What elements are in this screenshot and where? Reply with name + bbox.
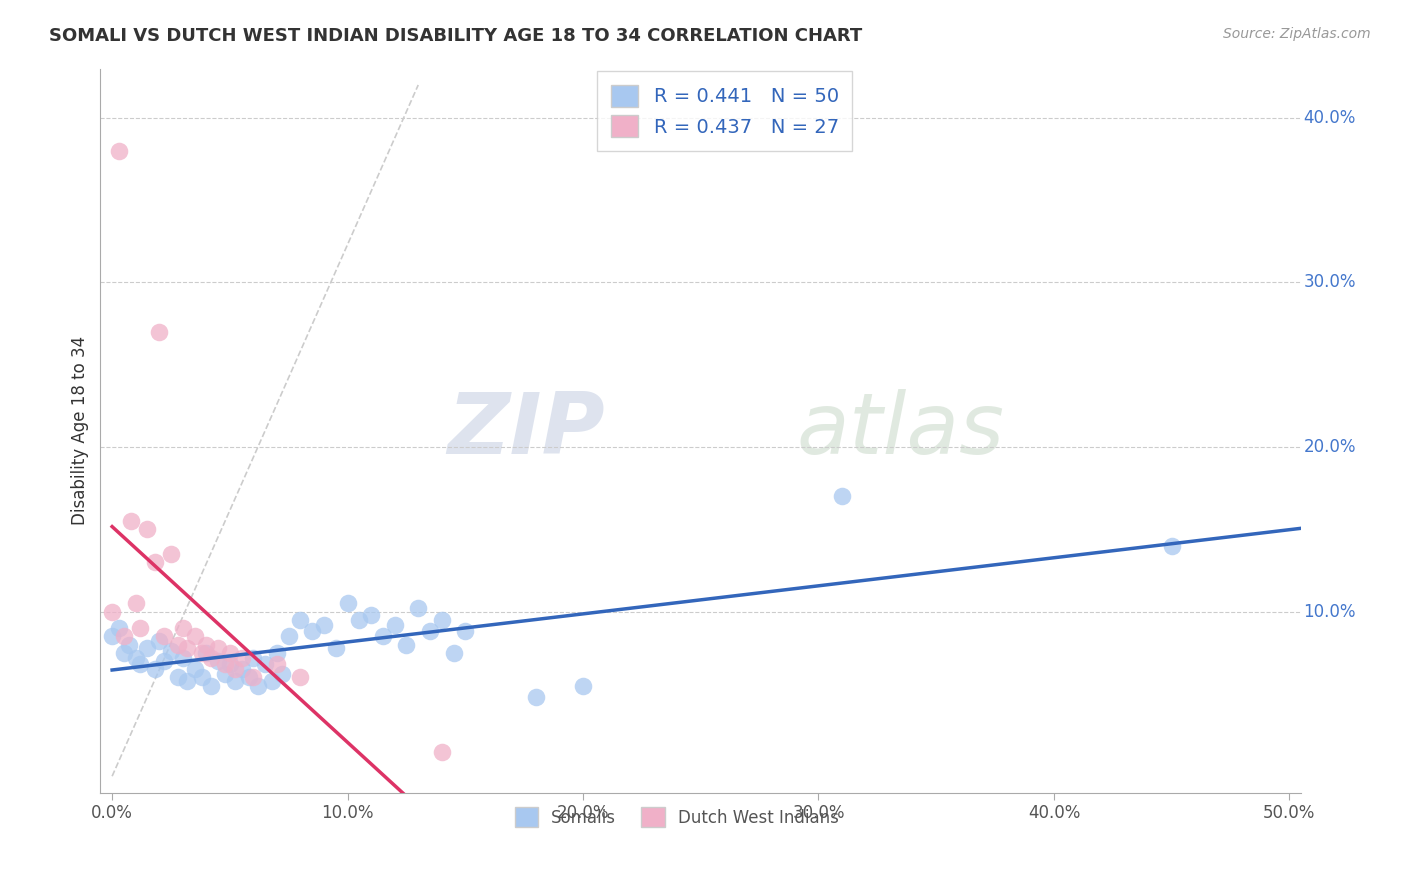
Point <box>301 624 323 639</box>
Point <box>195 638 218 652</box>
Y-axis label: Disability Age 18 to 34: Disability Age 18 to 34 <box>72 336 89 525</box>
Point <box>231 650 253 665</box>
Point <box>101 605 124 619</box>
Point <box>112 629 135 643</box>
Point <box>218 657 240 672</box>
Text: 40.0%: 40.0% <box>1303 109 1355 127</box>
Text: atlas: atlas <box>797 389 1005 472</box>
Point <box>200 679 222 693</box>
Point <box>143 662 166 676</box>
Point <box>524 690 547 705</box>
Text: 30.0%: 30.0% <box>1303 274 1355 292</box>
Point <box>231 662 253 676</box>
Point <box>395 638 418 652</box>
Point <box>136 640 159 655</box>
Point <box>419 624 441 639</box>
Point <box>190 670 212 684</box>
Point <box>172 650 194 665</box>
Point <box>242 650 264 665</box>
Point <box>129 657 152 672</box>
Point <box>214 657 236 672</box>
Point <box>454 624 477 639</box>
Text: Source: ZipAtlas.com: Source: ZipAtlas.com <box>1223 27 1371 41</box>
Point <box>120 514 142 528</box>
Point <box>101 629 124 643</box>
Point <box>290 613 312 627</box>
Point <box>277 629 299 643</box>
Point <box>190 646 212 660</box>
Point <box>270 667 292 681</box>
Point <box>336 596 359 610</box>
Point <box>117 638 139 652</box>
Point <box>224 662 246 676</box>
Point <box>195 646 218 660</box>
Point <box>112 646 135 660</box>
Point <box>312 617 335 632</box>
Point <box>124 650 146 665</box>
Point <box>183 662 205 676</box>
Point <box>247 679 270 693</box>
Point <box>148 325 170 339</box>
Point <box>108 621 131 635</box>
Point <box>129 621 152 635</box>
Point <box>266 646 288 660</box>
Point <box>325 640 347 655</box>
Point <box>207 640 229 655</box>
Point <box>167 670 190 684</box>
Point <box>108 144 131 158</box>
Point <box>430 745 453 759</box>
Point <box>172 621 194 635</box>
Point <box>360 607 382 622</box>
Point <box>176 673 198 688</box>
Point <box>218 646 240 660</box>
Point <box>183 629 205 643</box>
Point <box>160 644 183 658</box>
Point <box>143 555 166 569</box>
Point <box>238 670 260 684</box>
Point <box>430 613 453 627</box>
Point <box>200 650 222 665</box>
Text: 10.0%: 10.0% <box>1303 603 1355 621</box>
Point <box>1160 539 1182 553</box>
Legend: Somalis, Dutch West Indians: Somalis, Dutch West Indians <box>506 799 848 835</box>
Point <box>443 646 465 660</box>
Text: 20.0%: 20.0% <box>1303 438 1355 456</box>
Point <box>136 522 159 536</box>
Text: SOMALI VS DUTCH WEST INDIAN DISABILITY AGE 18 TO 34 CORRELATION CHART: SOMALI VS DUTCH WEST INDIAN DISABILITY A… <box>49 27 862 45</box>
Point <box>214 667 236 681</box>
Point <box>406 601 429 615</box>
Point <box>384 617 406 632</box>
Point <box>349 613 371 627</box>
Point <box>207 654 229 668</box>
Point <box>572 679 595 693</box>
Point <box>266 657 288 672</box>
Point <box>254 657 277 672</box>
Point <box>371 629 394 643</box>
Point <box>153 654 176 668</box>
Point <box>224 673 246 688</box>
Point <box>242 670 264 684</box>
Point <box>124 596 146 610</box>
Point <box>176 640 198 655</box>
Point <box>290 670 312 684</box>
Point <box>167 638 190 652</box>
Point <box>148 634 170 648</box>
Point <box>153 629 176 643</box>
Point <box>831 490 853 504</box>
Point <box>160 547 183 561</box>
Text: ZIP: ZIP <box>447 389 605 472</box>
Point <box>262 673 284 688</box>
